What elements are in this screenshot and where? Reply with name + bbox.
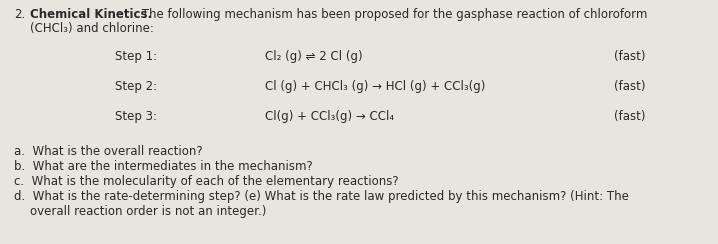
Text: (fast): (fast) [614,50,645,63]
Text: c.  What is the molecularity of each of the elementary reactions?: c. What is the molecularity of each of t… [14,175,398,188]
Text: a.  What is the overall reaction?: a. What is the overall reaction? [14,145,202,158]
Text: 2.: 2. [14,8,25,21]
Text: (CHCl₃) and chlorine:: (CHCl₃) and chlorine: [30,22,154,35]
Text: Step 1:: Step 1: [115,50,157,63]
Text: (fast): (fast) [614,110,645,123]
Text: Cl (g) + CHCl₃ (g) → HCl (g) + CCl₃(g): Cl (g) + CHCl₃ (g) → HCl (g) + CCl₃(g) [265,80,485,93]
Text: Step 3:: Step 3: [115,110,157,123]
Text: (fast): (fast) [614,80,645,93]
Text: d.  What is the rate-determining step? (e) What is the rate law predicted by thi: d. What is the rate-determining step? (e… [14,190,629,203]
Text: overall reaction order is not an integer.): overall reaction order is not an integer… [30,205,266,218]
Text: Cl(g) + CCl₃(g) → CCl₄: Cl(g) + CCl₃(g) → CCl₄ [265,110,394,123]
Text: Step 2:: Step 2: [115,80,157,93]
Text: Chemical Kinetics.: Chemical Kinetics. [30,8,152,21]
Text: The following mechanism has been proposed for the gasphase reaction of chlorofor: The following mechanism has been propose… [138,8,648,21]
Text: b.  What are the intermediates in the mechanism?: b. What are the intermediates in the mec… [14,160,313,173]
Text: Cl₂ (g) ⇌ 2 Cl (g): Cl₂ (g) ⇌ 2 Cl (g) [265,50,363,63]
